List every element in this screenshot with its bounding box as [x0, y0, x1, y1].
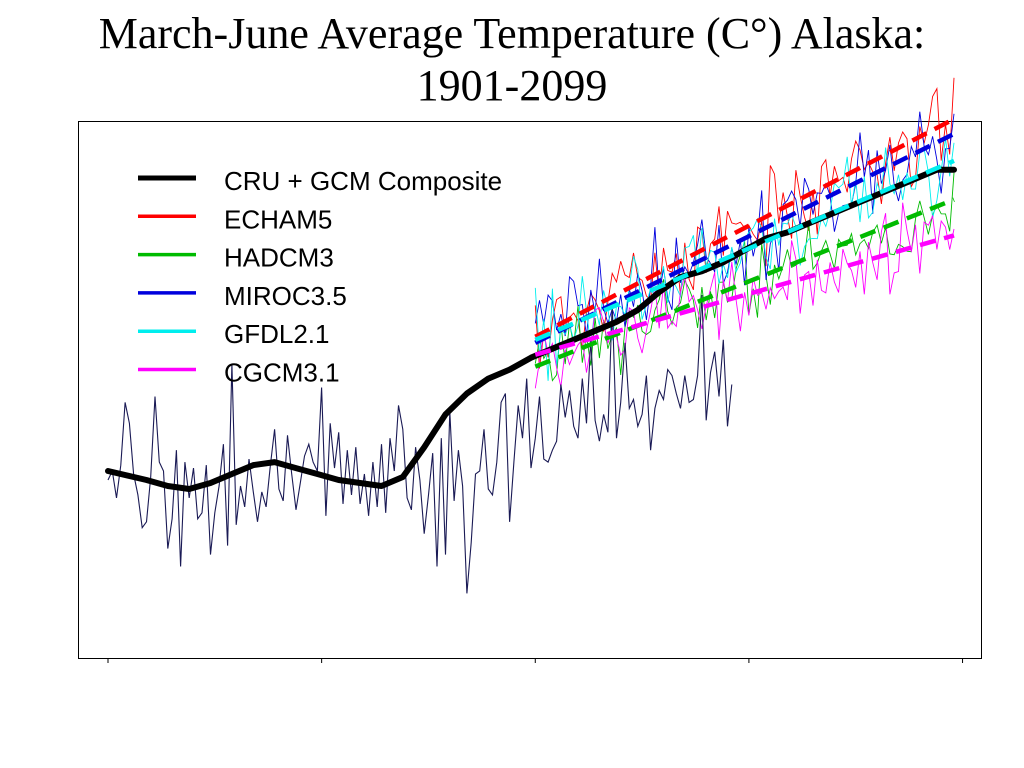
observed-line: [107, 294, 733, 594]
legend-label-miroc3-5: MIROC3.5: [224, 281, 347, 311]
legend-label-cgcm3-1: CGCM3.1: [224, 358, 340, 388]
series-line-hadcm3: [534, 197, 955, 369]
legend-label-hadcm3: HADCM3: [224, 243, 334, 273]
legend-label-echam5: ECHAM5: [224, 204, 332, 234]
series-line-cru-gcm-composite: [105, 166, 957, 492]
chart-title-line-2: 1901-2099: [416, 61, 608, 110]
projection-line-miroc3-5: [534, 111, 955, 337]
legend-label-gfdl2-1: GFDL2.1: [224, 319, 330, 349]
legend-label-cru-gcm-composite: CRU + GCM Composite: [224, 166, 502, 196]
series-line-cgcm3-1: [534, 233, 955, 357]
legend: CRU + GCM Composite ECHAM5 HADCM3 MIROC3.5 G…: [138, 166, 502, 388]
trend-lines: [105, 117, 957, 492]
chart-title: March-June Average Temperature (C°) Alas…: [0, 8, 1024, 112]
chart-title-line-1: March-June Average Temperature (C°) Alas…: [98, 9, 926, 58]
projection-lines: [534, 77, 955, 389]
projection-line-cgcm3-1: [534, 202, 955, 389]
plot-area-frame: [78, 121, 982, 659]
series-line-miroc3-5: [534, 131, 956, 345]
series-line-gfdl2-1: [534, 158, 955, 342]
x-axis: [107, 659, 964, 663]
series-line-echam5: [534, 117, 956, 339]
observed-line-group: [107, 294, 733, 594]
